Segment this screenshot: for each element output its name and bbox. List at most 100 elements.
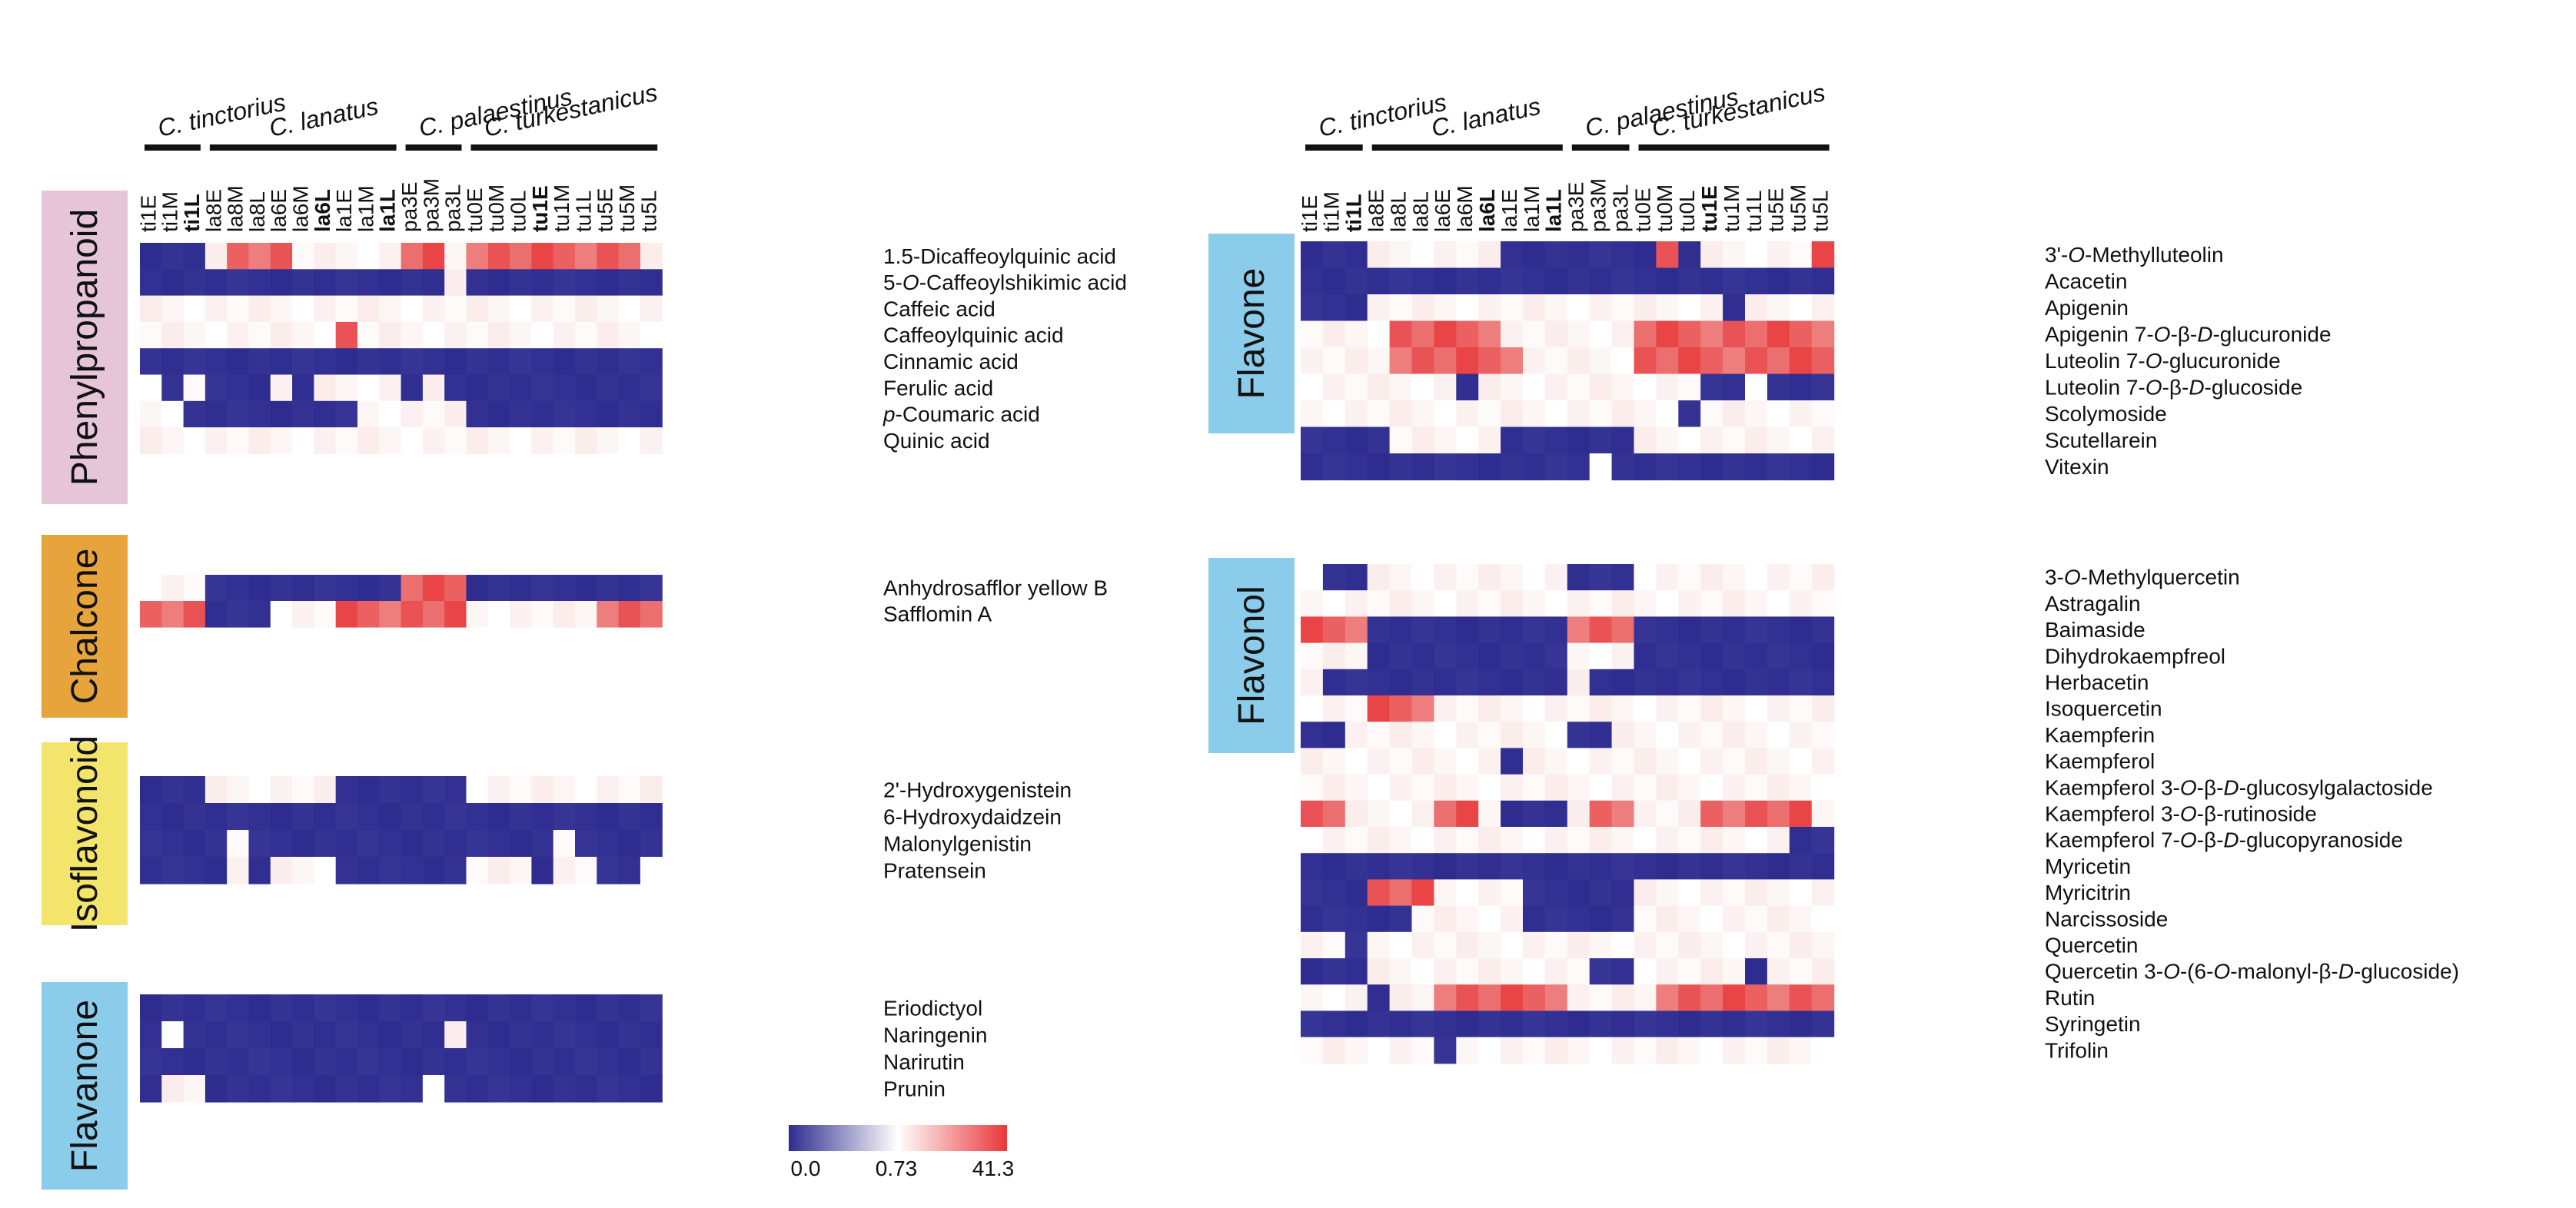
heatmap-cell	[553, 830, 576, 858]
heatmap-cell	[183, 857, 206, 884]
heatmap-cell	[618, 830, 641, 858]
heatmap-cell	[1700, 774, 1723, 801]
heatmap-cell	[1456, 1037, 1479, 1064]
heatmap-cell	[1523, 774, 1546, 801]
heatmap-cell	[1456, 1011, 1479, 1038]
heatmap-cell	[1656, 426, 1679, 454]
heatmap-cell	[1501, 241, 1524, 269]
heatmap-cell	[1478, 984, 1501, 1011]
heatmap-cell	[444, 400, 467, 428]
heatmap-cell	[161, 1048, 184, 1076]
heatmap-cell	[1322, 320, 1346, 348]
heatmap-cell	[1456, 853, 1479, 880]
heatmap-cell	[1789, 241, 1813, 269]
heatmap-cell	[1745, 722, 1768, 748]
heatmap-cell	[1811, 400, 1835, 428]
heatmap-cell	[1589, 590, 1613, 617]
heatmap-cell	[1434, 373, 1457, 401]
heatmap-cell	[1811, 748, 1835, 775]
heatmap-cell	[1301, 590, 1324, 617]
heatmap-cell	[1301, 426, 1324, 454]
heatmap-cell	[1434, 853, 1457, 880]
heatmap-cell	[1678, 958, 1701, 985]
heatmap-cell	[379, 243, 402, 270]
heatmap-cell	[357, 1075, 380, 1103]
heatmap-cell	[618, 348, 641, 376]
heatmap-cell	[1723, 669, 1746, 696]
heatmap-cell	[1322, 347, 1346, 375]
heatmap-cell	[618, 1021, 641, 1049]
heatmap-cell	[1634, 400, 1657, 428]
heatmap-cell	[1389, 958, 1413, 985]
heatmap-cell	[1389, 400, 1413, 428]
compound-label: Caffeic acid	[883, 297, 995, 320]
heatmap-cell	[140, 857, 162, 884]
heatmap-cell	[1501, 984, 1524, 1011]
compound-label: Malonylgenistin	[883, 831, 1032, 855]
heatmap-cell	[597, 243, 620, 270]
heatmap-cell	[1634, 774, 1657, 801]
heatmap-cell	[422, 994, 445, 1022]
heatmap-cell	[1345, 748, 1368, 775]
heatmap-cell	[1523, 320, 1546, 348]
compound-label: p-Coumaric acid	[882, 403, 1040, 426]
heatmap-cell	[314, 803, 337, 831]
heatmap-cell	[1723, 722, 1746, 748]
heatmap-cell	[1544, 453, 1568, 481]
heatmap-cell	[1301, 373, 1324, 401]
sample-label: la6M	[288, 185, 312, 232]
heatmap-cell	[466, 269, 489, 297]
heatmap-cell	[140, 400, 162, 428]
heatmap-cell	[1544, 400, 1568, 428]
heatmap-cell	[314, 575, 337, 602]
heatmap-cell	[1501, 800, 1524, 828]
heatmap-cell	[1322, 879, 1346, 907]
heatmap-cell	[1567, 1037, 1590, 1064]
heatmap-cell	[1345, 267, 1368, 295]
heatmap-cell	[1389, 853, 1413, 880]
group-panels	[42, 191, 1295, 1190]
heatmap-cell	[466, 400, 489, 428]
species-bar	[1371, 144, 1563, 151]
heatmap-cell	[618, 427, 641, 454]
heatmap-cell	[1723, 241, 1746, 269]
heatmap-cell	[1723, 267, 1746, 295]
heatmap-cell	[248, 243, 271, 270]
heatmap-cell	[1501, 400, 1524, 428]
heatmap-cell	[292, 776, 314, 804]
group-label-flavonol: Flavonol	[1231, 586, 1272, 725]
heatmap-cell	[1434, 722, 1457, 748]
heatmap-cell	[1367, 774, 1391, 801]
heatmap-cell	[1367, 347, 1391, 375]
heatmap-cell	[227, 1048, 250, 1076]
heatmap-cell	[183, 243, 206, 270]
heatmap-cell	[1723, 616, 1746, 644]
heatmap-cell	[618, 295, 641, 323]
heatmap-cell	[1767, 590, 1790, 617]
heatmap-cell	[1723, 642, 1746, 670]
heatmap-cell	[1723, 695, 1746, 722]
heatmap-cell	[1434, 905, 1457, 933]
heatmap-cell	[248, 321, 271, 349]
heatmap-cell	[401, 994, 424, 1022]
heatmap-cell	[510, 243, 532, 270]
heatmap-cell	[466, 348, 489, 376]
heatmap-cell	[357, 830, 380, 858]
heatmap-cell	[183, 321, 206, 349]
heatmap-cell	[1301, 320, 1324, 348]
heatmap-cell	[1322, 722, 1346, 748]
heatmap-cell	[1678, 294, 1701, 322]
heatmap-cell	[553, 1021, 576, 1049]
heatmap-cell	[1389, 347, 1413, 375]
heatmap-cell	[1567, 931, 1590, 959]
heatmap-cell	[270, 1075, 293, 1103]
heatmap-cell	[1434, 827, 1457, 854]
heatmap-cell	[292, 295, 314, 323]
heatmap-cell	[618, 994, 641, 1022]
heatmap-cell	[183, 575, 206, 602]
heatmap-cell	[1745, 774, 1768, 801]
heatmap-cell	[487, 243, 510, 270]
heatmap-cell	[1611, 669, 1635, 696]
sample-label: pa3L	[1608, 184, 1632, 232]
heatmap-cell	[1434, 748, 1457, 775]
